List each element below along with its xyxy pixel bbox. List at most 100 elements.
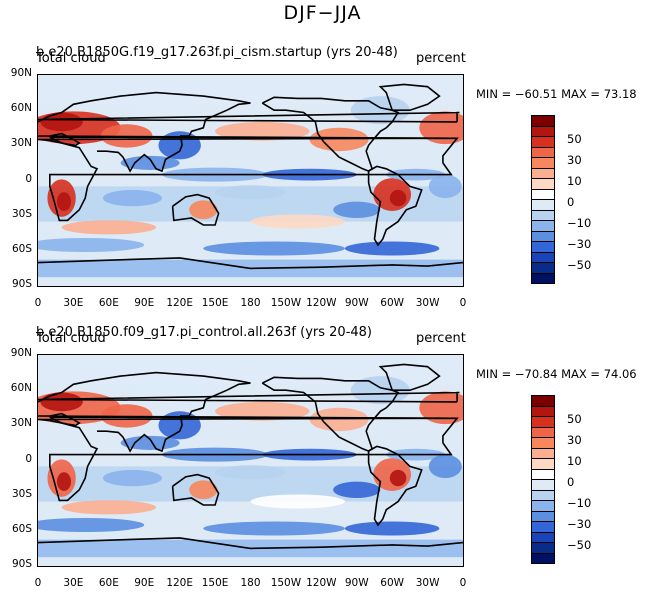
field-contour (132, 380, 204, 400)
colorbar-tick-label: −50 (567, 257, 592, 272)
colorbar-tick-label: −50 (567, 537, 592, 552)
field-contour (215, 121, 310, 141)
field-contour (428, 174, 462, 199)
lon-tick-label: 120E (166, 577, 193, 589)
lon-tick-label: 30E (63, 297, 84, 309)
lon-tick-label: 180 (240, 577, 261, 589)
field-contour (344, 521, 440, 536)
colorbar-swatch (531, 552, 555, 564)
field-contour (250, 494, 345, 509)
field-contour (215, 401, 310, 421)
lon-tick-label: 120W (306, 297, 337, 309)
coastline (38, 391, 460, 403)
field-contour (189, 480, 218, 500)
coastline (378, 363, 441, 391)
lon-tick-label: 90W (344, 577, 369, 589)
colorbar-tick-label: −10 (567, 215, 592, 230)
colorbar-tick-label: −30 (567, 236, 592, 251)
field-contour (203, 241, 345, 256)
lon-tick-label: 180 (240, 297, 261, 309)
colorbar-tick-label: 30 (567, 152, 582, 167)
lat-tick-label: 0 (25, 452, 32, 465)
lon-tick-label: 120E (166, 297, 193, 309)
field-contour (120, 435, 180, 450)
variable-label: Total cloud (36, 51, 106, 66)
coastline (378, 83, 441, 111)
coastline (261, 96, 400, 172)
coastline (38, 371, 251, 403)
coastline (367, 445, 423, 527)
lat-tick-label: 60S (11, 242, 32, 255)
contour-map (37, 74, 464, 287)
lat-tick-label: 30N (10, 417, 32, 430)
units-label: percent (416, 51, 466, 66)
field-band (38, 360, 463, 385)
coastline (97, 382, 251, 453)
field-contour (102, 189, 162, 207)
field-contour (215, 185, 286, 200)
lon-tick-label: 90E (134, 297, 155, 309)
field-contour (40, 112, 83, 132)
colorbar-tick-label: 30 (567, 432, 582, 447)
case-name: b.e20.B1850G.f19_g17.263f.pi_cism.startu… (36, 45, 398, 60)
field-contour (389, 469, 407, 487)
plot-panel-2: b.e20.B1850.f09_g17.pi_control.all.263f … (0, 325, 645, 615)
coastline (97, 102, 251, 173)
colorbar-swatch (531, 272, 555, 284)
field-contour (215, 465, 286, 480)
coastline (171, 473, 220, 506)
field-contour (102, 469, 162, 487)
lon-tick-label: 60E (98, 577, 119, 589)
field-contour (61, 500, 157, 515)
lat-tick-label: 30S (11, 207, 32, 220)
field-contour (309, 407, 369, 432)
coastline (261, 376, 400, 452)
colorbar-tick-label: 50 (567, 131, 582, 146)
lon-tick-label: 0 (34, 297, 42, 309)
field-contour (333, 481, 381, 499)
lat-tick-label: 60N (10, 102, 32, 115)
figure-title: DJF−JJA (283, 2, 362, 24)
min-max-stats: MIN = −70.84 MAX = 74.06 (476, 367, 637, 381)
field-contour (189, 200, 218, 220)
field-contour (419, 391, 463, 425)
field-contour (158, 131, 201, 160)
field-contour (38, 517, 145, 533)
field-contour (38, 237, 145, 253)
field-contour (56, 192, 72, 211)
lon-tick-label: 30W (415, 297, 440, 309)
lon-tick-label: 0 (34, 577, 42, 589)
field-contour (61, 220, 157, 235)
field-contour (132, 100, 204, 120)
colorbar-tick-label: 10 (567, 173, 582, 188)
colorbar-tick-label: 50 (567, 411, 582, 426)
field-contour (120, 155, 180, 170)
lon-tick-label: 150W (270, 577, 302, 589)
lat-tick-label: 60S (11, 522, 32, 535)
lon-tick-label: 120W (306, 577, 337, 589)
lat-tick-label: 90S (11, 278, 32, 290)
coastline (38, 257, 463, 270)
contour-map (37, 354, 464, 567)
coastline (38, 111, 460, 123)
field-contour (333, 201, 381, 219)
contour-field (38, 75, 463, 286)
lat-tick-label: 30N (10, 137, 32, 150)
coastline (38, 412, 452, 427)
lon-tick-label: 150E (201, 577, 229, 589)
case-name: b.e20.B1850.f09_g17.pi_control.all.263f … (36, 325, 373, 340)
variable-label: Total cloud (36, 331, 106, 346)
field-band (38, 80, 463, 105)
lon-tick-label: 0 (459, 577, 467, 589)
lon-tick-label: 150W (270, 297, 302, 309)
units-label: percent (416, 331, 466, 346)
lon-tick-label: 30W (415, 577, 440, 589)
field-contour (389, 189, 407, 207)
plot-panel-1: b.e20.B1850G.f19_g17.263f.pi_cism.startu… (0, 45, 645, 335)
coastline (38, 132, 452, 147)
coastline (367, 165, 423, 247)
colorbar-tick-label: 10 (567, 453, 582, 468)
lon-tick-label: 30E (63, 577, 84, 589)
lon-tick-label: 60W (380, 297, 405, 309)
field-contour (309, 127, 369, 152)
